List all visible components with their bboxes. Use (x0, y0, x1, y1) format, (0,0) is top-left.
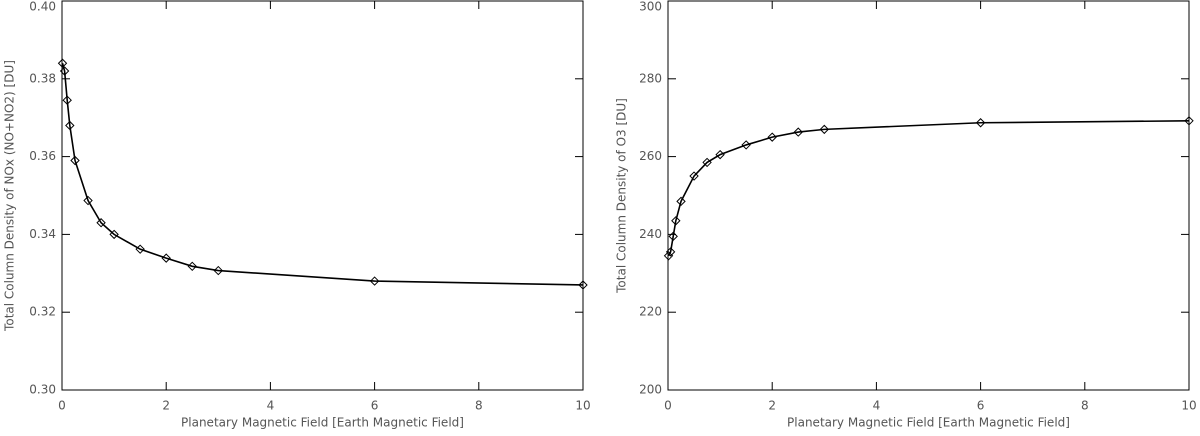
x-axis-title: Planetary Magnetic Field [Earth Magnetic… (181, 416, 464, 430)
y-axis-title: Total Column Density of O3 [DU] (615, 98, 629, 294)
data-point (59, 66, 70, 76)
data-point (676, 196, 686, 207)
x-tick-label: 10 (1181, 399, 1196, 413)
x-tick-label: 0 (664, 399, 672, 413)
data-line (667, 120, 1190, 257)
data-point (767, 132, 777, 142)
data-point (135, 244, 145, 254)
data-point (62, 95, 72, 105)
data-point (671, 216, 681, 226)
data-point (70, 155, 80, 166)
y-tick-label: 0.38 (29, 71, 56, 85)
y-tick-label: 300 (639, 0, 662, 14)
data-point (819, 124, 830, 135)
x-tick-label: 2 (162, 399, 170, 413)
x-tick-label: 8 (1081, 399, 1089, 413)
data-point (689, 171, 699, 181)
y-tick-label: 0.34 (29, 227, 56, 241)
data-point (161, 253, 171, 263)
data-point (187, 261, 197, 272)
x-tick-label: 0 (58, 399, 66, 413)
data-point (663, 251, 674, 261)
data-point (57, 58, 68, 68)
plot-frame (61, 0, 584, 391)
x-tick-label: 4 (267, 399, 275, 413)
x-axis-title: Planetary Magnetic Field [Earth Magnetic… (787, 416, 1070, 430)
data-point (83, 195, 93, 206)
data-line (61, 63, 584, 286)
y-tick-label: 0.40 (29, 0, 56, 14)
data-point (702, 157, 712, 168)
y-tick-label: 0.32 (29, 305, 56, 319)
y-tick-label: 260 (639, 149, 662, 163)
data-point (578, 280, 588, 290)
y-tick-label: 0.36 (29, 149, 56, 163)
x-tick-label: 6 (977, 399, 985, 413)
y-axis-title: Total Column Density of NOx (NO+NO2) [DU… (3, 60, 17, 332)
data-point (1184, 116, 1194, 126)
x-tick-label: 4 (873, 399, 881, 413)
data-point (975, 118, 986, 128)
data-point (668, 231, 678, 242)
x-tick-label: 8 (475, 399, 483, 413)
data-point (741, 140, 751, 150)
x-tick-label: 2 (768, 399, 776, 413)
data-point (109, 229, 119, 240)
data-point (213, 265, 224, 276)
y-tick-label: 0.30 (29, 383, 56, 397)
data-point (96, 218, 106, 228)
x-tick-label: 10 (575, 399, 590, 413)
y-tick-label: 280 (639, 71, 662, 85)
data-point (665, 247, 676, 257)
y-tick-label: 240 (639, 227, 662, 241)
y-tick-label: 220 (639, 305, 662, 319)
plot-frame (667, 0, 1190, 391)
y-tick-label: 200 (639, 383, 662, 397)
x-tick-label: 6 (371, 399, 379, 413)
data-point (65, 120, 75, 131)
data-point (369, 276, 380, 286)
data-point (715, 149, 725, 160)
data-point (793, 127, 803, 137)
